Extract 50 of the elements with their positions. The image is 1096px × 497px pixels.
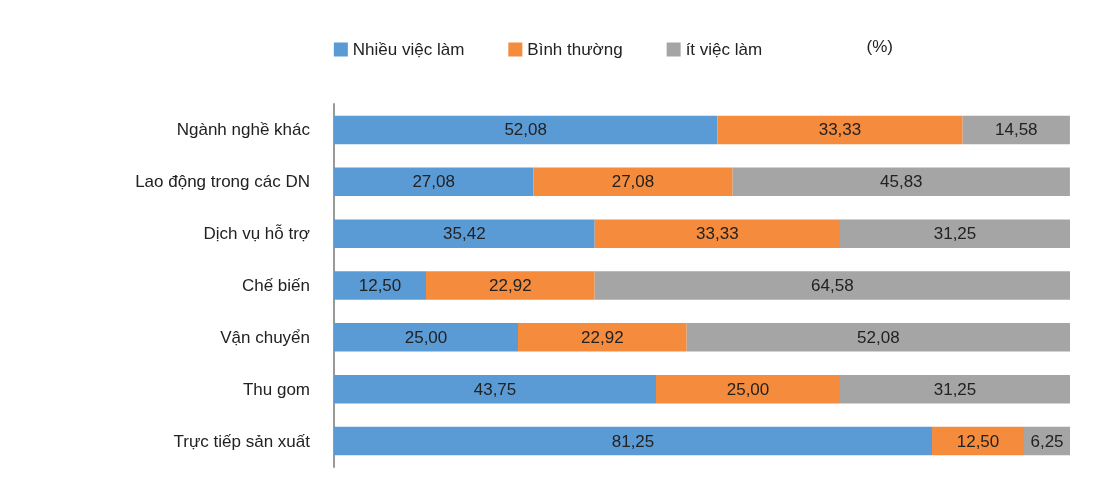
data-label: 45,83 xyxy=(880,172,923,192)
data-label: 64,58 xyxy=(811,276,854,295)
data-label: 6,25 xyxy=(1030,431,1064,451)
data-label: 22,92 xyxy=(581,327,624,347)
data-label: 33,33 xyxy=(696,224,739,244)
y-tick-label: Vận chuyển xyxy=(220,327,310,347)
text: (%) xyxy=(866,37,894,56)
bar xyxy=(732,167,1070,197)
data-label: 22,92 xyxy=(489,276,532,295)
y-tick-label: Lao động trong các DN xyxy=(135,172,310,192)
data-label: 14,58 xyxy=(995,120,1038,140)
data-label: 33,33 xyxy=(818,120,862,140)
data-label: 12,50 xyxy=(956,431,1000,451)
data-label: 31,25 xyxy=(933,224,977,244)
data-label: 12,50 xyxy=(358,276,402,295)
data-label: 52,08 xyxy=(857,327,900,347)
legend-label: Bình thường xyxy=(527,40,623,59)
bar xyxy=(533,167,733,197)
bar xyxy=(518,323,687,352)
bar xyxy=(594,219,840,248)
data-label: 31,25 xyxy=(933,379,977,399)
data-label: 35,42 xyxy=(443,224,486,244)
bar xyxy=(334,167,534,197)
legend-label: Nhiều việc làm xyxy=(352,40,465,59)
bar xyxy=(334,219,595,248)
data-label: 27,08 xyxy=(611,172,655,192)
legend-label: ít việc làm xyxy=(685,40,763,59)
bar xyxy=(656,374,840,404)
bar xyxy=(334,115,718,145)
data-label: 81,25 xyxy=(611,431,655,451)
y-tick-label: Chế biến xyxy=(241,276,310,295)
bar xyxy=(840,374,1070,404)
y-tick-label: Trực tiếp sản xuất xyxy=(173,431,311,451)
bar xyxy=(334,426,932,456)
data-label: 43,75 xyxy=(473,379,517,399)
data-label: 25,00 xyxy=(726,379,770,399)
data-label: 25,00 xyxy=(404,327,448,347)
y-tick-label: Dịch vụ hỗ trợ xyxy=(203,224,310,244)
bar xyxy=(426,271,595,300)
bar xyxy=(686,323,1070,352)
data-label: 27,08 xyxy=(412,172,455,192)
y-tick-label: Thu gom xyxy=(242,379,310,399)
bar xyxy=(334,271,426,300)
bar xyxy=(334,323,518,352)
y-tick-label: Ngành nghề khác xyxy=(176,120,311,140)
bar xyxy=(334,374,656,404)
data-label: 52,08 xyxy=(504,120,547,140)
bar xyxy=(594,271,1070,300)
bar xyxy=(840,219,1070,248)
bar xyxy=(717,115,963,145)
